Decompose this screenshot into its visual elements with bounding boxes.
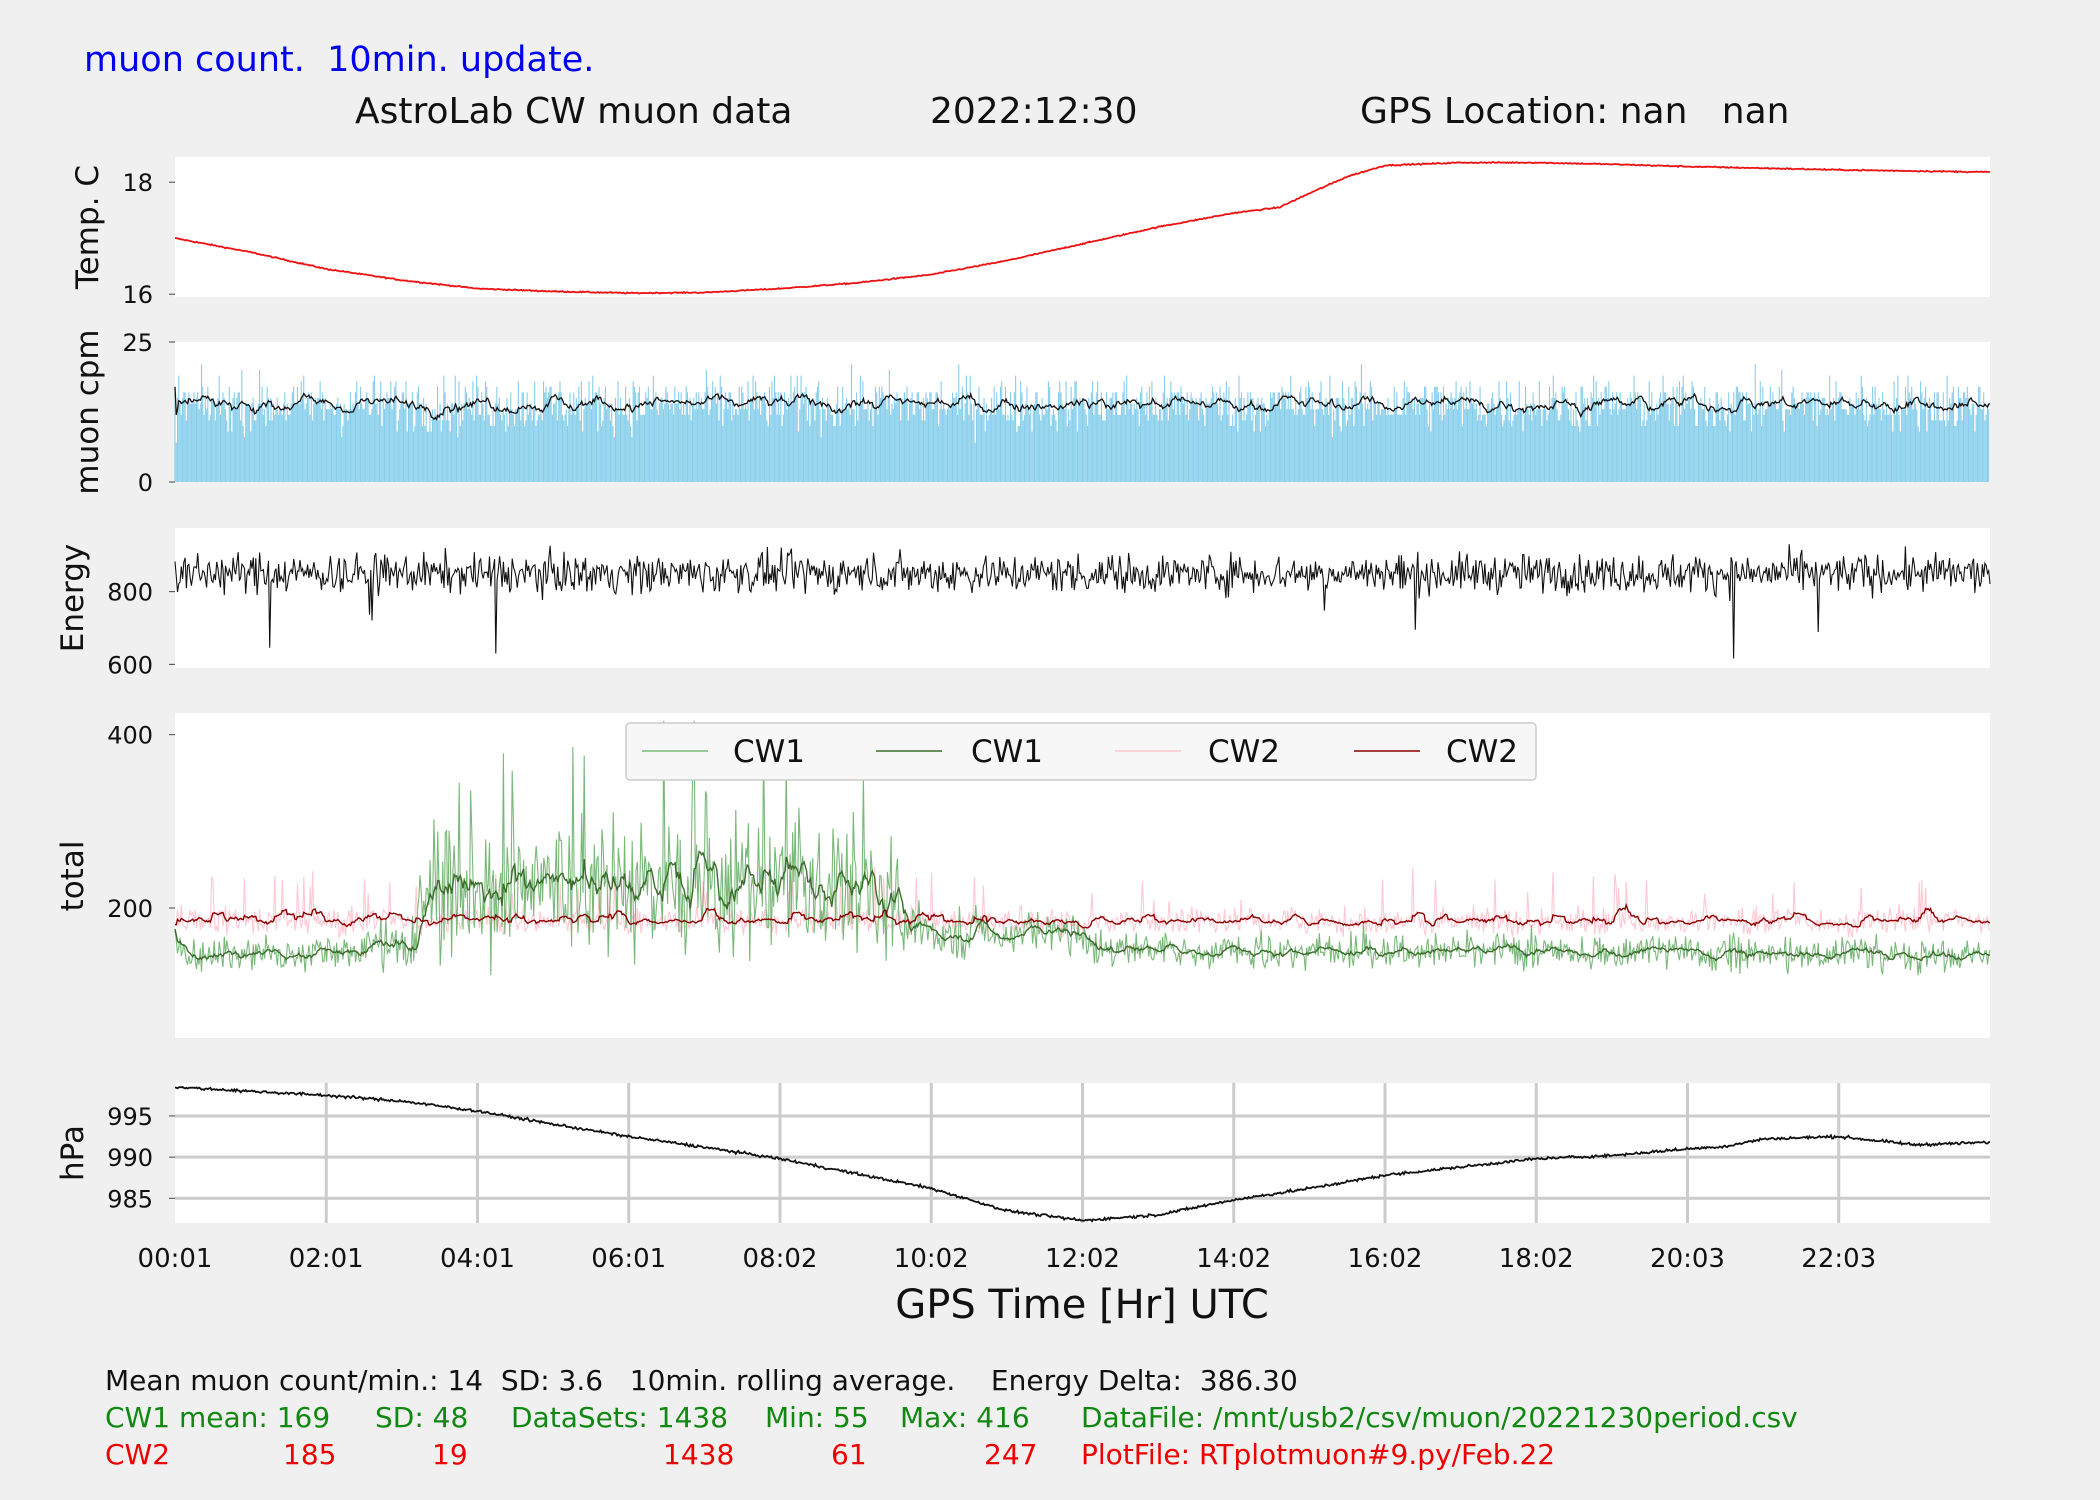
pressure-ytick-label: 990 xyxy=(107,1144,153,1172)
temperature-ytick-label: 18 xyxy=(122,169,153,197)
energy-ytick-label: 600 xyxy=(107,651,153,679)
muon-cpm-ylabel: muon cpm xyxy=(70,329,106,494)
legend-label-cw1-raw: CW1 xyxy=(733,734,805,770)
cw1-max: Max: 416 xyxy=(900,1401,1030,1434)
energy-ylabel: Energy xyxy=(55,544,91,653)
muon-cpm-ytick-label: 25 xyxy=(122,329,153,357)
legend-label-cw2-raw: CW2 xyxy=(1208,734,1280,770)
muon-cpm-rolling-average xyxy=(174,386,1991,421)
total-ylabel: total xyxy=(55,841,91,912)
energy-layer: 600 800 xyxy=(107,544,1991,679)
pressure-ytick-label: 985 xyxy=(107,1185,153,1213)
muon-summary: Mean muon count/min.: 14 SD: 3.6 10min. … xyxy=(105,1364,1298,1397)
x-tick-label: 06:01 xyxy=(591,1244,666,1274)
cw1-datasets: DataSets: 1438 xyxy=(511,1401,729,1434)
energy-line xyxy=(174,544,1991,659)
x-tick-label: 20:03 xyxy=(1650,1244,1725,1274)
pressure-ytick-label: 995 xyxy=(107,1103,153,1131)
cw2-rolling-average xyxy=(174,902,1991,929)
legend: CW1 CW1 CW2 CW2 xyxy=(625,722,1537,781)
update-note: muon count. 10min. update. xyxy=(84,40,595,80)
x-tick-label: 18:02 xyxy=(1499,1244,1574,1274)
cw2-datasets: 1438 xyxy=(663,1438,735,1471)
x-tick-label: 14:02 xyxy=(1196,1244,1271,1274)
muon-cpm-bars xyxy=(174,364,1990,482)
cw2-min: 61 xyxy=(831,1438,867,1471)
temperature-ytick-label: 16 xyxy=(122,281,153,309)
energy-ytick-label: 800 xyxy=(107,579,153,607)
x-axis-label: GPS Time [Hr] UTC xyxy=(895,1282,1269,1328)
pressure-ylabel: hPa xyxy=(55,1125,91,1181)
muon-cpm-layer: 0 25 xyxy=(122,329,1991,497)
cw1-raw-line xyxy=(174,720,1991,976)
chart-title: AstroLab CW muon data xyxy=(355,91,793,132)
cw1-sd: SD: 48 xyxy=(375,1401,469,1434)
cw1-mean: CW1 mean: 169 xyxy=(105,1401,331,1434)
muon-cpm-ytick-label: 0 xyxy=(138,469,153,497)
cw2-sd: 19 xyxy=(432,1438,468,1471)
temperature-ylabel: Temp. C xyxy=(70,165,106,290)
cw1-min: Min: 55 xyxy=(765,1401,869,1434)
pressure-line xyxy=(174,1086,1991,1223)
cw2-label: CW2 xyxy=(105,1438,171,1471)
x-tick-label: 10:02 xyxy=(894,1244,969,1274)
cw1-rolling-average xyxy=(174,850,1991,962)
legend-box xyxy=(625,722,1537,781)
energy-panel xyxy=(175,528,1990,668)
legend-label-cw2-avg: CW2 xyxy=(1446,734,1518,770)
legend-label-cw1-avg: CW1 xyxy=(971,734,1043,770)
x-tick-label: 02:01 xyxy=(289,1244,364,1274)
pressure-layer: 985 990 995 00:01 02:01 04:01 06:01 08:02 10:02 1… xyxy=(107,1083,1991,1274)
x-tick-label: 04:01 xyxy=(440,1244,515,1274)
total-ytick-label: 200 xyxy=(107,895,153,923)
total-layer: 200 400 xyxy=(107,720,1991,976)
total-ytick-label: 400 xyxy=(107,722,153,750)
x-tick-label: 12:02 xyxy=(1045,1244,1120,1274)
temperature-line xyxy=(174,160,1991,295)
data-file: DataFile: /mnt/usb2/csv/muon/20221230per… xyxy=(1081,1401,1798,1434)
gps-location: GPS Location: nan nan xyxy=(1360,91,1790,132)
x-tick-label: 08:02 xyxy=(743,1244,818,1274)
plot-file: PlotFile: RTplotmuon#9.py/Feb.22 xyxy=(1081,1438,1556,1471)
cw2-max: 247 xyxy=(984,1438,1038,1471)
x-tick-label: 22:03 xyxy=(1801,1244,1876,1274)
cw2-mean: 185 xyxy=(283,1438,337,1471)
temperature-panel xyxy=(175,157,1990,297)
x-tick-label: 16:02 xyxy=(1348,1244,1423,1274)
x-tick-label: 00:01 xyxy=(138,1244,213,1274)
chart-date: 2022:12:30 xyxy=(930,91,1138,132)
